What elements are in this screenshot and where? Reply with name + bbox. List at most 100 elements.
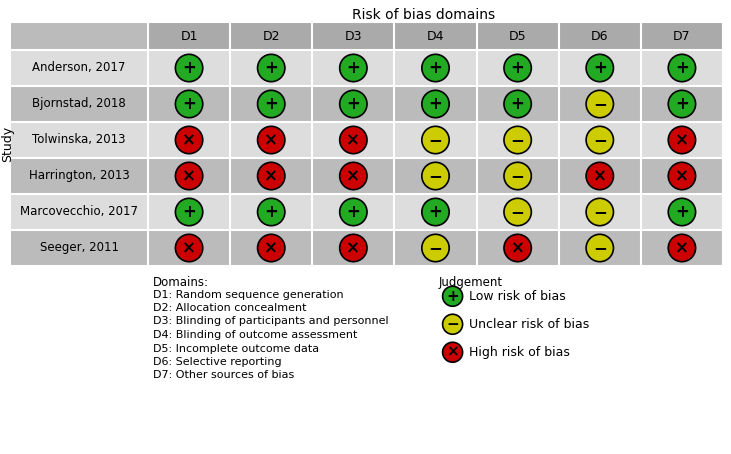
Bar [148,158,723,194]
Text: ×: × [182,239,196,257]
Circle shape [586,163,613,190]
Circle shape [340,54,367,82]
Text: −: − [428,239,442,257]
Circle shape [668,90,696,118]
Text: +: + [675,95,689,113]
Text: +: + [265,59,279,77]
Text: +: + [265,95,279,113]
Text: D3: D3 [344,30,362,43]
Circle shape [257,163,285,190]
Text: Domains:: Domains: [153,276,209,289]
Circle shape [422,163,449,190]
Text: ×: × [346,167,360,185]
Text: D7: D7 [673,30,691,43]
Bar [148,50,723,86]
Text: D2: Allocation concealment: D2: Allocation concealment [153,303,306,313]
Text: −: − [428,131,442,149]
Circle shape [442,342,463,362]
Text: D6: D6 [591,30,608,43]
Text: −: − [593,95,607,113]
Circle shape [340,163,367,190]
Circle shape [422,234,449,262]
Circle shape [586,126,613,154]
Text: D3: Blinding of participants and personnel: D3: Blinding of participants and personn… [153,316,389,326]
Text: ×: × [511,239,525,257]
Text: +: + [182,203,196,221]
Text: +: + [428,95,442,113]
Text: −: − [593,203,607,221]
Bar [10,230,148,266]
Bar [10,194,148,230]
Circle shape [668,198,696,226]
Bar [10,158,148,194]
Text: +: + [511,95,525,113]
Text: +: + [511,59,525,77]
Text: −: − [593,239,607,257]
Circle shape [504,90,531,118]
Text: −: − [511,167,525,185]
Circle shape [422,90,449,118]
Circle shape [422,54,449,82]
Bar [10,86,148,122]
Text: ×: × [675,167,689,185]
Circle shape [668,126,696,154]
Circle shape [257,234,285,262]
Circle shape [340,90,367,118]
Bar [10,22,148,266]
Text: Seeger, 2011: Seeger, 2011 [39,242,118,255]
Text: +: + [446,289,459,304]
Text: Study: Study [1,126,15,162]
Text: +: + [346,203,360,221]
Circle shape [340,234,367,262]
Text: +: + [182,95,196,113]
Circle shape [257,90,285,118]
Circle shape [175,54,202,82]
Text: Low risk of bias: Low risk of bias [469,290,565,303]
Text: D2: D2 [262,30,280,43]
Text: +: + [675,59,689,77]
Circle shape [586,54,613,82]
Circle shape [175,163,202,190]
Text: D5: Incomplete outcome data: D5: Incomplete outcome data [153,344,319,354]
Circle shape [504,234,531,262]
Text: D4: Blinding of outcome assessment: D4: Blinding of outcome assessment [153,330,357,340]
Text: ×: × [446,345,459,360]
Text: ×: × [265,239,279,257]
Bar [148,86,723,122]
Bar [148,194,723,230]
Text: Harrington, 2013: Harrington, 2013 [29,169,129,183]
Circle shape [504,54,531,82]
Text: D5: D5 [509,30,526,43]
Text: ×: × [346,239,360,257]
Text: −: − [511,203,525,221]
Text: Judgement: Judgement [439,276,503,289]
Circle shape [175,198,202,226]
Text: ×: × [675,131,689,149]
Circle shape [442,286,463,306]
Circle shape [175,234,202,262]
Text: High risk of bias: High risk of bias [469,346,569,359]
Circle shape [504,126,531,154]
Circle shape [586,198,613,226]
Text: −: − [511,131,525,149]
Bar [10,50,148,86]
Circle shape [504,163,531,190]
Text: Marcovecchio, 2017: Marcovecchio, 2017 [20,206,138,218]
Text: D4: D4 [427,30,444,43]
Text: Risk of bias domains: Risk of bias domains [352,8,496,22]
Text: +: + [346,59,360,77]
Text: −: − [593,131,607,149]
Text: Anderson, 2017: Anderson, 2017 [32,61,126,74]
Circle shape [257,126,285,154]
Text: +: + [182,59,196,77]
Circle shape [668,54,696,82]
Circle shape [340,198,367,226]
Text: D7: Other sources of bias: D7: Other sources of bias [153,370,295,380]
Circle shape [442,314,463,334]
Circle shape [257,198,285,226]
Bar [148,122,723,158]
Text: Bjornstad, 2018: Bjornstad, 2018 [32,98,126,110]
Circle shape [668,163,696,190]
Text: +: + [346,95,360,113]
Text: ×: × [265,131,279,149]
